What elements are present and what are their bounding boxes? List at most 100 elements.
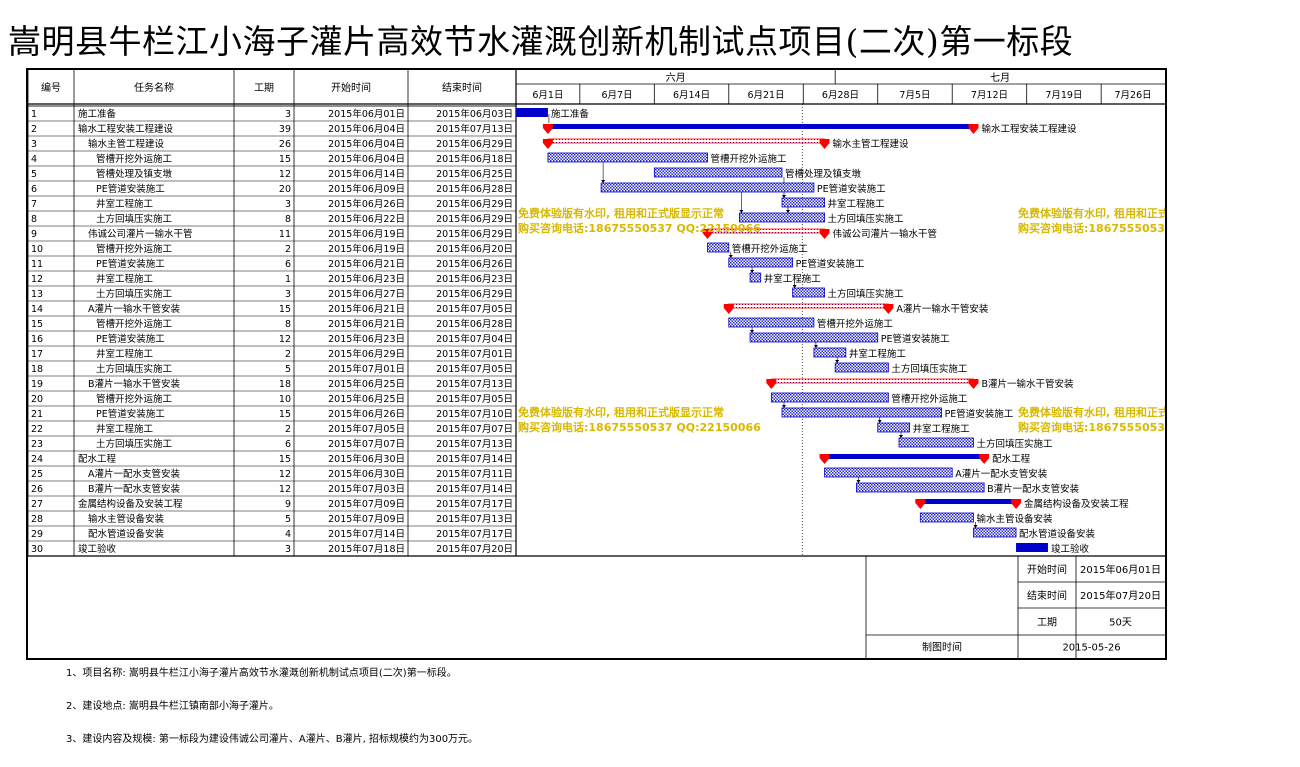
task-duration: 6 [285, 259, 291, 270]
task-start: 2015年06月25日 [328, 378, 405, 390]
task-id: 14 [31, 304, 43, 315]
task-id: 2 [31, 124, 37, 135]
task-start: 2015年07月05日 [328, 423, 405, 435]
task-id: 17 [31, 349, 43, 360]
gantt-chart: 施工准备输水工程安装工程建设输水主管工程建设管槽开挖外运施工管槽处理及镇支墩PE… [28, 70, 1165, 658]
task-duration: 8 [285, 319, 291, 330]
summary-marker [819, 139, 830, 149]
project-notes: 1、项目名称: 嵩明县牛栏江小海子灌片高效节水灌溉创新机制试点项目(二次)第一标… [66, 646, 478, 767]
week-tick-label: 6月14日 [673, 90, 710, 101]
bar-label: 土方回填压实施工 [891, 363, 968, 375]
note-line: 2、建设地点: 嵩明县牛栏江镇南部小海子灌片。 [66, 701, 279, 712]
task-id: 23 [31, 439, 43, 450]
table-cells: 编号 任务名称 工期 开始时间 结束时间 六月 七月 6月1日 6月7日 6月14日 6月21日 6月… [31, 72, 1152, 555]
task-name: 井室工程施工 [96, 348, 154, 360]
bar-label: 施工准备 [551, 108, 590, 120]
task-bar [781, 407, 942, 418]
task-end: 2015年06月26日 [436, 258, 513, 270]
bar-label: PE管道安装施工 [881, 333, 950, 345]
column-header-id: 编号 [41, 81, 61, 94]
task-duration: 3 [285, 199, 291, 210]
task-end: 2015年07月14日 [436, 483, 513, 495]
task-name: 竣工验收 [78, 543, 117, 555]
summary-marker [915, 499, 926, 509]
bar-label: PE管道安装施工 [796, 258, 865, 270]
task-start: 2015年06月23日 [328, 333, 405, 345]
task-end: 2015年06月18日 [436, 153, 513, 165]
task-end: 2015年06月29日 [436, 228, 513, 240]
bar-label: A灌片一输水干管安装 [896, 303, 988, 315]
task-bar [600, 182, 815, 193]
task-start: 2015年07月03日 [328, 483, 405, 495]
task-start: 2015年06月04日 [328, 153, 405, 165]
drawn-date-label: 制图时间 [922, 641, 962, 654]
task-start: 2015年06月09日 [328, 183, 405, 195]
task-id: 25 [31, 469, 43, 480]
task-id: 27 [31, 499, 43, 510]
bar-label: B灌片一输水干管安装 [981, 378, 1074, 390]
task-duration: 12 [279, 334, 291, 345]
bar-label: 金属结构设备及安装工程 [1024, 498, 1129, 510]
bar-label: 输水工程安装工程建设 [981, 123, 1077, 135]
summary-value: 50天 [1109, 618, 1132, 629]
task-id: 12 [31, 274, 43, 285]
task-duration: 6 [285, 439, 291, 450]
task-bar [653, 167, 783, 178]
month-label: 七月 [990, 72, 1010, 84]
bar-label: 井室工程施工 [849, 348, 907, 360]
task-id: 29 [31, 529, 43, 540]
task-end: 2015年07月13日 [436, 438, 513, 450]
task-bar [547, 152, 708, 163]
task-bar [919, 512, 974, 523]
task-end: 2015年07月07日 [436, 423, 513, 435]
task-id: 26 [31, 484, 43, 495]
watermark-line: 免费体验版有水印, 租用和正式版显示正常 [1018, 405, 1165, 419]
task-duration: 15 [279, 409, 291, 420]
summary-marker [819, 454, 830, 464]
bar-label: 管槽开挖外运施工 [711, 153, 788, 165]
task-start: 2015年06月19日 [328, 243, 405, 255]
task-start: 2015年06月25日 [328, 393, 405, 405]
task-start: 2015年07月09日 [328, 513, 405, 525]
summary-bar [824, 454, 985, 459]
task-bars: 施工准备输水工程安装工程建设输水主管工程建设管槽开挖外运施工管槽处理及镇支墩PE… [516, 108, 1129, 555]
task-duration: 3 [285, 544, 291, 555]
task-name: 井室工程施工 [96, 198, 154, 210]
task-duration: 12 [279, 469, 291, 480]
task-name: 输水工程安装工程建设 [78, 123, 174, 135]
task-end: 2015年07月11日 [436, 468, 513, 480]
watermark-line: 免费体验版有水印, 租用和正式版显示正常 [518, 405, 724, 419]
bar-label: 管槽处理及镇支墩 [785, 168, 862, 180]
task-end: 2015年07月13日 [436, 378, 513, 390]
task-start: 2015年06月26日 [328, 198, 405, 210]
note-line: 1、项目名称: 嵩明县牛栏江小海子灌片高效节水灌溉创新机制试点项目(二次)第一标… [66, 668, 457, 679]
week-tick-label: 6月1日 [532, 90, 563, 101]
bar-label: 竣工验收 [1051, 543, 1090, 555]
task-name: PE管道安装施工 [96, 258, 165, 270]
task-duration: 2 [285, 349, 291, 360]
summary-marker [819, 229, 830, 239]
summary-marker [723, 304, 734, 314]
bar-label: PE管道安装施工 [945, 408, 1014, 420]
task-bar [898, 437, 974, 448]
task-duration: 26 [279, 139, 291, 150]
task-name: B灌片一输水干管安装 [88, 378, 181, 390]
column-header-start: 开始时间 [331, 81, 371, 94]
task-name: PE管道安装施工 [96, 408, 165, 420]
bar-label: 管槽开挖外运施工 [891, 393, 968, 405]
task-start: 2015年06月30日 [328, 453, 405, 465]
task-start: 2015年07月14日 [328, 528, 405, 540]
task-name: 管槽开挖外运施工 [96, 318, 173, 330]
task-end: 2015年06月20日 [436, 243, 513, 255]
task-end: 2015年06月23日 [436, 273, 513, 285]
task-duration: 15 [279, 304, 291, 315]
task-id: 9 [31, 229, 37, 240]
task-bar [813, 347, 847, 358]
task-name: A灌片一输水干管安装 [88, 303, 180, 315]
task-bar [877, 422, 911, 433]
task-start: 2015年06月29日 [328, 348, 405, 360]
column-header-dur: 工期 [254, 82, 274, 94]
task-start: 2015年06月01日 [328, 108, 405, 120]
task-duration: 15 [279, 454, 291, 465]
task-name: PE管道安装施工 [96, 333, 165, 345]
